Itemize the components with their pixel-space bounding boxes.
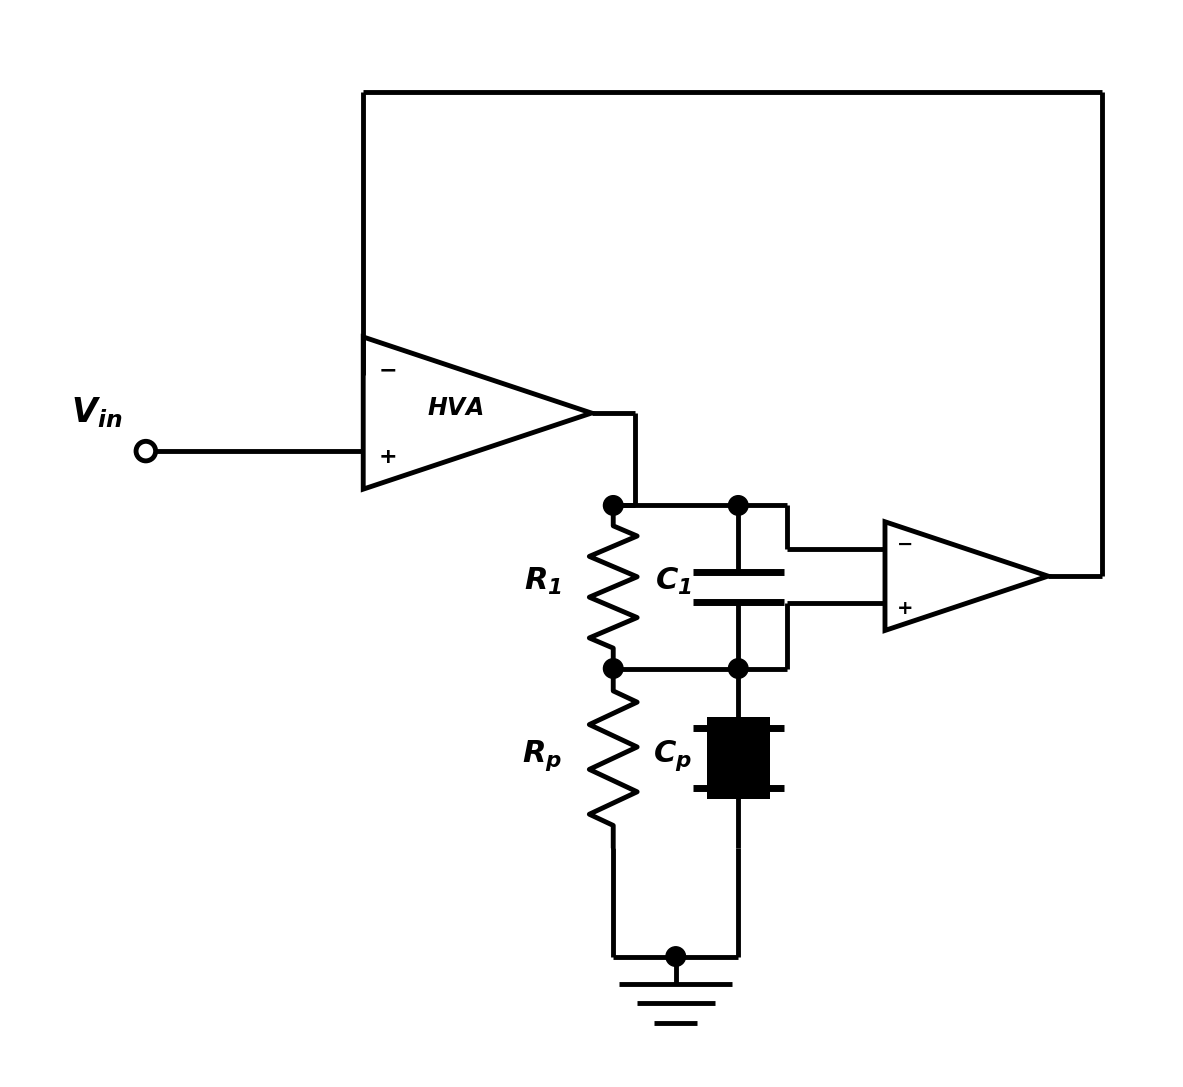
Circle shape [729,659,748,678]
Circle shape [603,659,623,678]
Text: $\mathbf{+}$: $\mathbf{+}$ [379,447,396,466]
Text: $\bfit{C_p}$: $\bfit{C_p}$ [653,738,692,773]
Circle shape [729,496,748,515]
Text: $\mathbf{-}$: $\mathbf{-}$ [897,534,912,553]
Text: $\bfit{HVA}$: $\bfit{HVA}$ [427,396,484,420]
Text: $\bfit{C_1}$: $\bfit{C_1}$ [654,566,692,597]
Text: $\mathbf{-}$: $\mathbf{-}$ [379,360,396,379]
Text: $\bfit{V_{in}}$: $\bfit{V_{in}}$ [71,396,123,430]
Bar [706,717,770,799]
Text: $\bfit{R_1}$: $\bfit{R_1}$ [524,566,562,597]
Text: $\mathbf{+}$: $\mathbf{+}$ [897,599,913,619]
Circle shape [666,947,685,966]
Circle shape [603,496,623,515]
Text: $\bfit{R_p}$: $\bfit{R_p}$ [523,738,563,773]
